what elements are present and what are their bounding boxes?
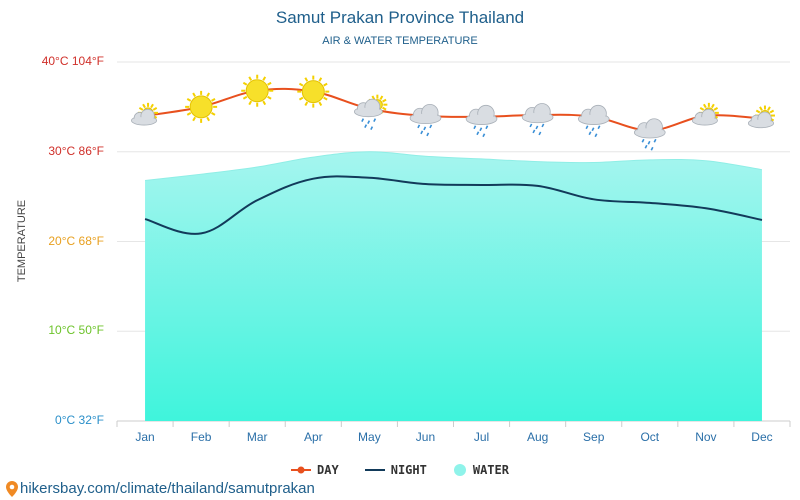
chart-legend: DAY NIGHT WATER	[0, 463, 800, 477]
sun-cloud-icon	[747, 105, 775, 129]
sun-cloud-icon	[691, 102, 719, 126]
chart-title: Samut Prakan Province Thailand	[275, 8, 525, 27]
x-tick-label: Feb	[190, 430, 212, 444]
map-pin-icon	[6, 480, 18, 497]
cloud-rain-icon	[521, 103, 554, 136]
y-tick-label: 20°C 68°F	[48, 233, 104, 248]
x-tick-label: Sep	[583, 430, 605, 444]
x-tick-label: Apr	[303, 430, 323, 444]
day-line	[144, 87, 763, 132]
y-tick-label: 10°C 50°F	[48, 323, 104, 338]
x-tick-label: Dec	[751, 430, 773, 444]
x-tick-label: Oct	[640, 430, 660, 444]
legend-water-marker	[453, 464, 466, 476]
night-line	[144, 175, 763, 235]
sun-icon	[185, 90, 218, 123]
legend-water-label: WATER	[472, 463, 509, 477]
y-tick-label: 0°C 32°F	[55, 413, 104, 427]
chart-subtitle: AIR & WATER TEMPERATURE	[322, 35, 478, 47]
source-url: hikersbay.com/climate/thailand/samutprak…	[20, 480, 315, 497]
x-tick-label: Nov	[695, 430, 717, 444]
water-line	[144, 151, 763, 181]
x-tick-label: May	[358, 430, 381, 444]
legend-day-label: DAY	[317, 463, 339, 477]
legend-night-label: NIGHT	[390, 463, 427, 477]
sun-icon	[297, 75, 330, 108]
x-tick-label: Jan	[135, 430, 155, 444]
legend-item-day[interactable]: DAY	[291, 463, 339, 477]
y-tick-label: 30°C 86°F	[48, 143, 104, 158]
sun-cloud-rain-icon	[353, 94, 388, 131]
cloud-rain-icon	[577, 104, 610, 138]
sun-icon	[241, 74, 274, 107]
legend-day-marker	[291, 466, 312, 474]
x-tick-label: Mar	[246, 430, 268, 444]
cloud-rain-icon	[409, 104, 442, 137]
cloud-rain-icon	[465, 104, 498, 138]
x-tick-label: Aug	[526, 430, 549, 444]
water-area	[145, 151, 762, 421]
sun-cloud-icon	[131, 102, 159, 126]
cloud-rain-icon	[633, 118, 666, 151]
legend-item-night[interactable]: NIGHT	[364, 463, 427, 477]
y-tick-label: 40°C 104°F	[41, 54, 104, 68]
x-tick-label: Jul	[473, 430, 490, 444]
legend-item-water[interactable]: WATER	[453, 463, 509, 477]
source-link[interactable]: hikersbay.com/climate/thailand/samutprak…	[6, 480, 315, 497]
x-tick-label: Jun	[415, 430, 436, 444]
legend-night-marker	[364, 469, 385, 471]
